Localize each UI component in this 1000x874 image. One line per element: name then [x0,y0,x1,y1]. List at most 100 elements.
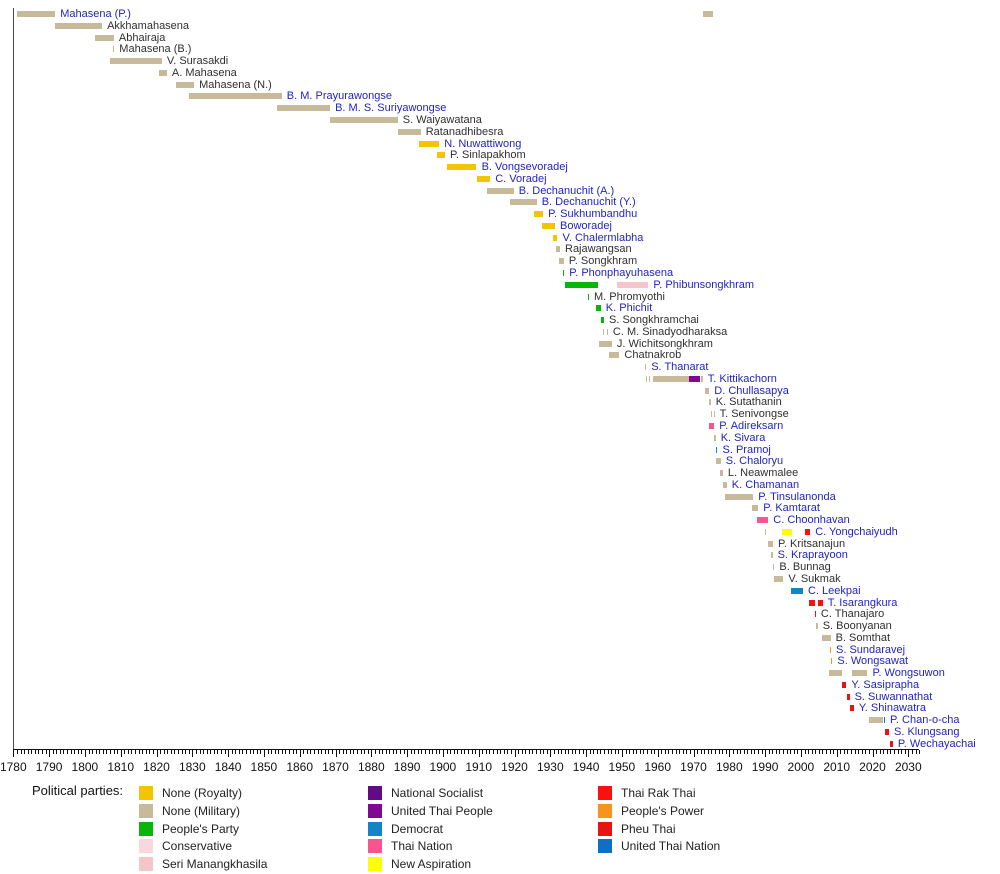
axis-major-tick [550,750,552,757]
minister-name-label[interactable]: C. Choonhavan [773,514,850,527]
axis-minor-tick [886,750,888,754]
axis-tick-label: 1850 [250,760,278,774]
axis-minor-tick [328,750,330,754]
minister-name-label[interactable]: S. Sundaravej [836,643,906,656]
minister-name-label[interactable]: S. Klungsang [894,726,960,738]
timeline-row: S. Songkhramchai [0,314,1000,326]
axis-major-tick [84,750,86,757]
axis-tick-label: 1930 [536,760,564,774]
axis-minor-tick [779,750,781,754]
timeline-row: V. Surasakdi [0,55,1000,67]
minister-name-label[interactable]: S. Thanarat [651,361,709,374]
legend-swatch-none_royalty [139,786,153,800]
legend-swatch-democrat [368,821,382,836]
minister-name-label[interactable]: S. Suwannathat [854,690,933,703]
minister-name-label[interactable]: B. M. Prayurawongse [286,90,392,103]
axis-minor-tick [213,750,215,754]
axis-minor-tick [178,750,179,754]
minister-name-label[interactable]: K. Phichit [605,302,653,315]
timeline-row: S. Wongsawat [0,655,1000,667]
minister-name-label: S. Boonyanan [822,620,892,632]
minister-name-label[interactable]: Boworadej [560,219,612,232]
minister-name-label[interactable]: P. Wongsuwon [872,667,945,680]
minister-name-label[interactable]: B. Dechanuchit (A.) [518,184,615,197]
timeline-row: V. Chalermlabha [0,232,1000,244]
timeline-row: P. Kamtarat [0,502,1000,514]
legend-swatch-seri_manangkhasila [139,857,153,872]
axis-minor-tick [242,750,244,754]
axis-minor-tick [74,750,76,754]
axis-minor-tick [399,750,401,754]
axis-minor-tick [389,750,391,754]
axis-minor-tick [45,750,47,754]
bar-segment-pheu_thai [885,729,889,735]
minister-name-label[interactable]: P. Adireksarn [719,419,784,432]
minister-name-label[interactable]: P. Chan-o-cha [890,714,960,727]
minister-name-label[interactable]: C. Leekpai [808,584,861,597]
timeline-row: S. Chaloryu [0,455,1000,467]
axis-minor-tick [510,750,512,754]
timeline-row: P. Chan-o-cha [0,714,1000,726]
minister-name-label[interactable]: B. Vongsevoradej [481,161,568,173]
minister-name-label[interactable]: T. Isarangkura [827,596,898,609]
bar-segment-none_military [486,187,514,194]
axis-tick-label: 1920 [501,760,528,774]
axis-minor-tick [138,750,140,754]
axis-minor-tick [235,750,237,754]
timeline-row: P. Wongsuwon [0,667,1000,679]
minister-name-label[interactable]: P. Tinsulanonda [758,490,836,503]
minister-name-label[interactable]: P. Phonphayuhasena [569,266,674,279]
minister-name-label[interactable]: S. Chaloryu [725,455,784,468]
minister-name-label[interactable]: P. Phibunsongkhram [653,278,755,291]
minister-name-label[interactable]: Y. Sasiprapha [851,678,920,691]
axis-minor-tick [303,750,305,754]
minister-name-label: Ratanadhibesra [425,125,504,138]
axis-minor-tick [682,750,684,754]
minister-name-label[interactable]: T. Kittikachorn [707,372,777,385]
axis-minor-tick [865,750,867,754]
minister-name-label: K. Sutathanin [715,396,782,409]
bar-segment-none_military [869,717,884,724]
timeline-row: Rajawangsan [0,243,1000,255]
axis-minor-tick [675,750,677,754]
axis-minor-tick [489,750,491,754]
minister-name-label[interactable]: Mahasena (P.) [60,8,131,20]
minister-name-label[interactable]: P. Wechayachai [897,737,976,750]
minister-name-label[interactable]: P. Sukhumbandhu [548,208,638,221]
minister-name-label[interactable]: S. Pramoj [722,443,771,456]
timeline-row: P. Songkhram [0,255,1000,267]
axis-minor-tick [292,750,294,754]
axis-minor-tick [915,750,917,754]
axis-minor-tick [503,750,505,754]
minister-name-label[interactable]: D. Chullasapya [714,384,789,397]
minister-name-label[interactable]: Y. Shinawatra [858,702,926,715]
axis-tick-label: 2010 [823,760,851,774]
axis-tick-label: 1780 [0,760,27,774]
minister-name-label[interactable]: S. Kraprayoon [777,549,848,562]
minister-name-label[interactable]: N. Nuwattiwong [444,137,522,150]
axis-minor-tick [861,750,863,754]
minister-name-label[interactable]: C. Yongchaiyudh [815,525,898,538]
axis-minor-tick [879,750,881,754]
timeline-row: P. Wechayachai [0,738,1000,750]
minister-name-label[interactable]: C. Voradej [495,172,547,185]
bar-segment-none_military [852,670,868,677]
axis-minor-tick [647,750,648,754]
axis-minor-tick [589,750,591,754]
bar-segment-seri_manangkhasila [616,281,649,288]
axis-minor-tick [768,750,770,754]
minister-name-label[interactable]: P. Kamtarat [763,502,820,515]
minister-name-label[interactable]: S. Wongsawat [837,655,909,668]
axis-minor-tick [496,750,498,754]
minister-name-label[interactable]: V. Chalermlabha [562,231,644,244]
legend-swatch-peoples_party [139,821,153,836]
axis-minor-tick [210,750,212,754]
axis-tick-label: 1950 [608,760,636,774]
minister-name-label[interactable]: K. Chamanan [731,478,800,491]
minister-name-label[interactable]: K. Sivara [720,431,766,444]
minister-name-label[interactable]: B. M. S. Suriyawongse [335,102,447,115]
axis-minor-tick [625,750,627,754]
minister-name-label[interactable]: B. Dechanuchit (Y.) [541,196,636,209]
axis-minor-tick [410,750,412,754]
